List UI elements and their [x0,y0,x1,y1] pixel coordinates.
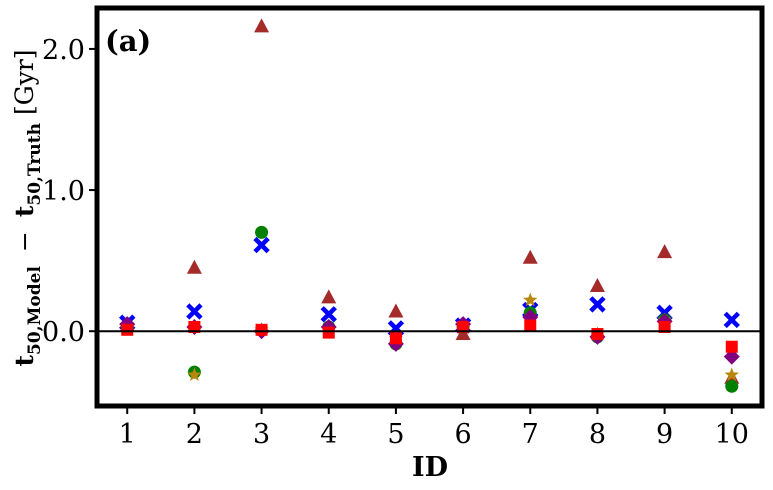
data-point-triangle [321,289,337,304]
data-point-square [524,319,537,332]
data-point-star [187,367,202,382]
data-point-triangle [657,244,673,259]
data-point-square [121,323,134,336]
x-tick-label: 1 [119,419,136,450]
y-tick-label: 0.0 [42,317,85,348]
data-point-circle [255,225,269,239]
y-axis-label: t50,Model−t50,Truth[Gyr] [10,49,45,366]
y-axis-ticks: 0.0 1.0 2.0 [42,35,97,348]
data-point-square [725,340,738,353]
data-point-star [724,367,739,382]
y-label-t1: t [10,355,39,367]
data-point-square [188,320,201,333]
x-tick-label: 3 [253,419,270,450]
x-tick-label: 4 [320,419,337,450]
panel-label: (a) [105,24,151,58]
data-point-x [186,303,203,320]
y-label-sub2: 50,Truth [25,123,45,206]
x-tick-label: 6 [454,419,471,450]
data-point-triangle [186,259,202,274]
y-label-unit: [Gyr] [10,49,39,115]
x-tick-label: 7 [522,419,539,450]
data-point-square [389,332,402,345]
y-tick-label: 2.0 [42,35,85,66]
data-marks [119,18,740,393]
y-tick-label: 1.0 [42,176,85,207]
x-tick-label: 8 [589,419,606,450]
y-label-t2: t [10,205,39,217]
x-axis-ticks: 1 2 3 4 5 6 7 8 9 10 [119,406,749,450]
data-point-x [723,311,740,329]
data-point-x [253,236,270,254]
data-point-triangle [589,278,605,293]
x-tick-label: 2 [186,419,203,450]
data-point-triangle [254,18,270,33]
x-axis-label: ID [412,452,448,483]
data-point-x [320,306,337,323]
y-label-sub1: 50,Model [25,266,45,355]
data-point-square [255,323,268,336]
y-label-minus: − [10,231,39,252]
data-point-square [658,320,671,333]
data-point-triangle [522,249,538,264]
data-point-star [523,292,538,307]
x-tick-label: 9 [656,419,673,450]
data-point-circle [725,379,739,393]
data-point-square [457,320,470,333]
data-point-square [591,328,604,341]
x-tick-label: 10 [715,419,749,450]
data-point-triangle [388,303,404,318]
plot-frame [94,5,765,409]
x-tick-label: 5 [387,419,404,450]
data-point-square [322,326,335,339]
data-point-x [589,296,606,313]
